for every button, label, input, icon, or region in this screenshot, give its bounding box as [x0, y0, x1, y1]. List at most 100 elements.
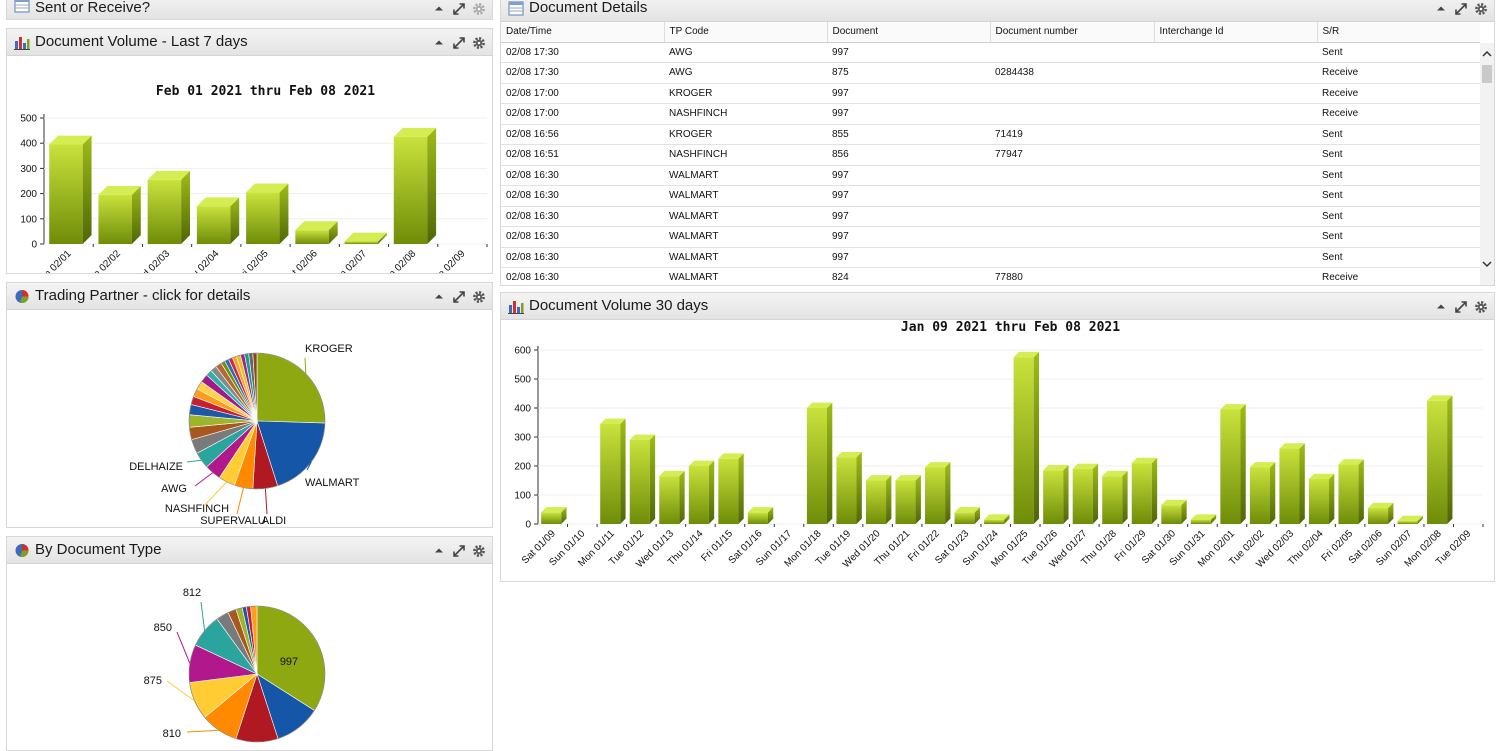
bar-front[interactable] [1161, 505, 1182, 524]
table-row[interactable]: 02/08 16:30 WALMART 824 77880 Receive [501, 267, 1480, 285]
bar-front[interactable] [629, 439, 650, 524]
bar[interactable] [1043, 465, 1069, 524]
table-row[interactable]: 02/08 17:30 AWG 997 Sent [501, 42, 1480, 63]
bar-front[interactable] [344, 241, 379, 244]
bar-front[interactable] [984, 519, 1005, 524]
bar[interactable] [196, 197, 240, 244]
column-header[interactable]: Document [827, 22, 991, 43]
bar[interactable] [49, 135, 92, 244]
bar-front[interactable] [1308, 479, 1330, 524]
bar[interactable] [984, 514, 1010, 524]
bar-front[interactable] [541, 512, 562, 524]
column-header[interactable]: TP Code [664, 22, 828, 43]
bar-front[interactable] [98, 194, 132, 244]
bar-front[interactable] [954, 512, 975, 524]
bar[interactable] [718, 453, 744, 524]
bar[interactable] [954, 507, 980, 524]
bar-front[interactable] [1249, 467, 1270, 524]
bar[interactable] [1308, 473, 1335, 524]
table-row[interactable]: 02/08 16:30 WALMART 997 Sent [501, 185, 1480, 207]
gear-icon[interactable] [472, 544, 486, 558]
bar[interactable] [688, 460, 715, 524]
bar-front[interactable] [1190, 519, 1211, 524]
column-header[interactable]: Document number [990, 22, 1155, 43]
bar[interactable] [344, 232, 387, 244]
bar-front[interactable] [295, 230, 329, 244]
bar-front[interactable] [196, 206, 231, 244]
column-header[interactable]: Interchange Id [1154, 22, 1318, 43]
bar[interactable] [659, 470, 685, 524]
bar[interactable] [806, 402, 833, 524]
gear-icon[interactable] [472, 290, 486, 304]
bar-front[interactable] [246, 192, 280, 244]
document-type-pie[interactable]: 997 812 850 875 810 [7, 564, 492, 751]
maximize-icon[interactable] [452, 2, 466, 16]
bar-front[interactable] [1427, 400, 1448, 524]
bar-front[interactable] [836, 457, 857, 524]
bar-front[interactable] [1131, 463, 1152, 524]
bar-front[interactable] [1220, 409, 1241, 524]
bar-front[interactable] [659, 476, 680, 524]
bar-front[interactable] [718, 458, 739, 524]
table-row[interactable]: 02/08 16:51 NASHFINCH 856 77947 Sent [501, 144, 1480, 166]
bar-front[interactable] [1102, 476, 1123, 524]
maximize-icon[interactable] [1454, 300, 1468, 314]
bar[interactable] [629, 434, 656, 524]
bar-front[interactable] [1013, 357, 1034, 524]
bar[interactable] [865, 475, 892, 525]
bar-front[interactable] [1072, 468, 1093, 524]
collapse-icon[interactable] [432, 36, 446, 50]
table-row[interactable]: 02/08 16:56 KROGER 855 71419 Sent [501, 124, 1480, 145]
gear-icon[interactable] [472, 2, 486, 16]
table-row[interactable]: 02/08 16:30 WALMART 997 Sent [501, 226, 1480, 248]
maximize-icon[interactable] [452, 290, 466, 304]
table-row[interactable]: 02/08 16:30 WALMART 997 Sent [501, 206, 1480, 227]
scroll-up-icon[interactable] [1480, 47, 1494, 61]
table-row[interactable]: 02/08 16:30 WALMART 997 Sent [501, 247, 1480, 268]
table-scrollbar[interactable] [1480, 43, 1494, 285]
collapse-icon[interactable] [1434, 300, 1448, 314]
bar[interactable] [1131, 457, 1158, 524]
bar[interactable] [98, 186, 141, 244]
column-header[interactable]: S/R [1317, 22, 1480, 43]
bar[interactable] [1220, 404, 1246, 524]
bar[interactable] [1368, 502, 1394, 524]
bar[interactable] [600, 418, 626, 524]
gear-icon[interactable] [1474, 2, 1488, 16]
scrollbar-thumb[interactable] [1482, 65, 1492, 83]
gear-icon[interactable] [472, 36, 486, 50]
bar[interactable] [1249, 462, 1276, 524]
bar-front[interactable] [49, 144, 83, 244]
bar[interactable] [1190, 514, 1217, 524]
scroll-down-icon[interactable] [1480, 257, 1494, 271]
maximize-icon[interactable] [1454, 2, 1468, 16]
collapse-icon[interactable] [432, 544, 446, 558]
bar[interactable] [1427, 395, 1453, 524]
bar[interactable] [1397, 515, 1423, 524]
bar[interactable] [747, 507, 774, 524]
collapse-icon[interactable] [432, 290, 446, 304]
bar[interactable] [246, 183, 289, 244]
bar[interactable] [1279, 443, 1305, 524]
bar-front[interactable] [1043, 470, 1064, 524]
table-row[interactable]: 02/08 17:30 AWG 875 0284438 Receive [501, 62, 1480, 84]
bar-front[interactable] [1338, 464, 1359, 524]
bar[interactable] [1072, 463, 1099, 524]
collapse-icon[interactable] [432, 2, 446, 16]
bar-front[interactable] [1368, 508, 1389, 524]
bar[interactable] [1013, 351, 1040, 524]
bar[interactable] [836, 451, 862, 524]
maximize-icon[interactable] [452, 544, 466, 558]
table-row[interactable]: 02/08 17:00 KROGER 997 Receive [501, 83, 1480, 104]
bar-front[interactable] [865, 480, 887, 525]
bar-front[interactable] [688, 466, 709, 524]
bar-front[interactable] [1397, 521, 1418, 524]
maximize-icon[interactable] [452, 36, 466, 50]
bar[interactable] [541, 507, 567, 524]
bar[interactable] [925, 462, 951, 524]
table-row[interactable]: 02/08 16:30 WALMART 997 Sent [501, 165, 1480, 186]
bar-front[interactable] [600, 423, 621, 524]
bar-front[interactable] [747, 512, 768, 524]
table-row[interactable]: 02/08 17:00 NASHFINCH 997 Receive [501, 103, 1480, 125]
